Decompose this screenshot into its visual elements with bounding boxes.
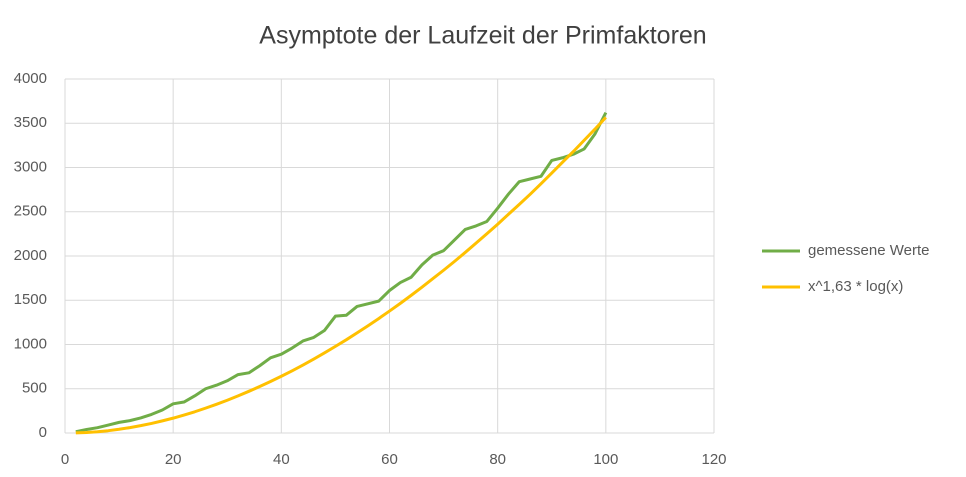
y-tick-label: 500 [22, 380, 47, 397]
legend-label: x^1,63 * log(x) [808, 278, 903, 295]
x-tick-label: 40 [273, 451, 290, 468]
x-tick-label: 80 [489, 451, 506, 468]
x-tick-label: 60 [381, 451, 398, 468]
y-tick-label: 3500 [14, 114, 47, 131]
y-tick-label: 0 [39, 424, 47, 441]
x-tick-label: 100 [593, 451, 618, 468]
chart-title: Asymptote der Laufzeit der Primfaktoren [259, 22, 706, 50]
x-tick-label: 120 [701, 451, 726, 468]
data-line [75, 116, 607, 435]
y-tick-label: 4000 [14, 70, 47, 87]
legend-label: gemessene Werte [808, 242, 929, 259]
y-tick-label: 1500 [14, 291, 47, 308]
y-tick-label: 2500 [14, 203, 47, 220]
y-tick-label: 3000 [14, 158, 47, 175]
y-tick-label: 2000 [14, 247, 47, 264]
data-line [75, 111, 608, 434]
y-tick-label: 1000 [14, 335, 47, 352]
x-tick-label: 0 [61, 451, 69, 468]
x-tick-label: 20 [165, 451, 182, 468]
